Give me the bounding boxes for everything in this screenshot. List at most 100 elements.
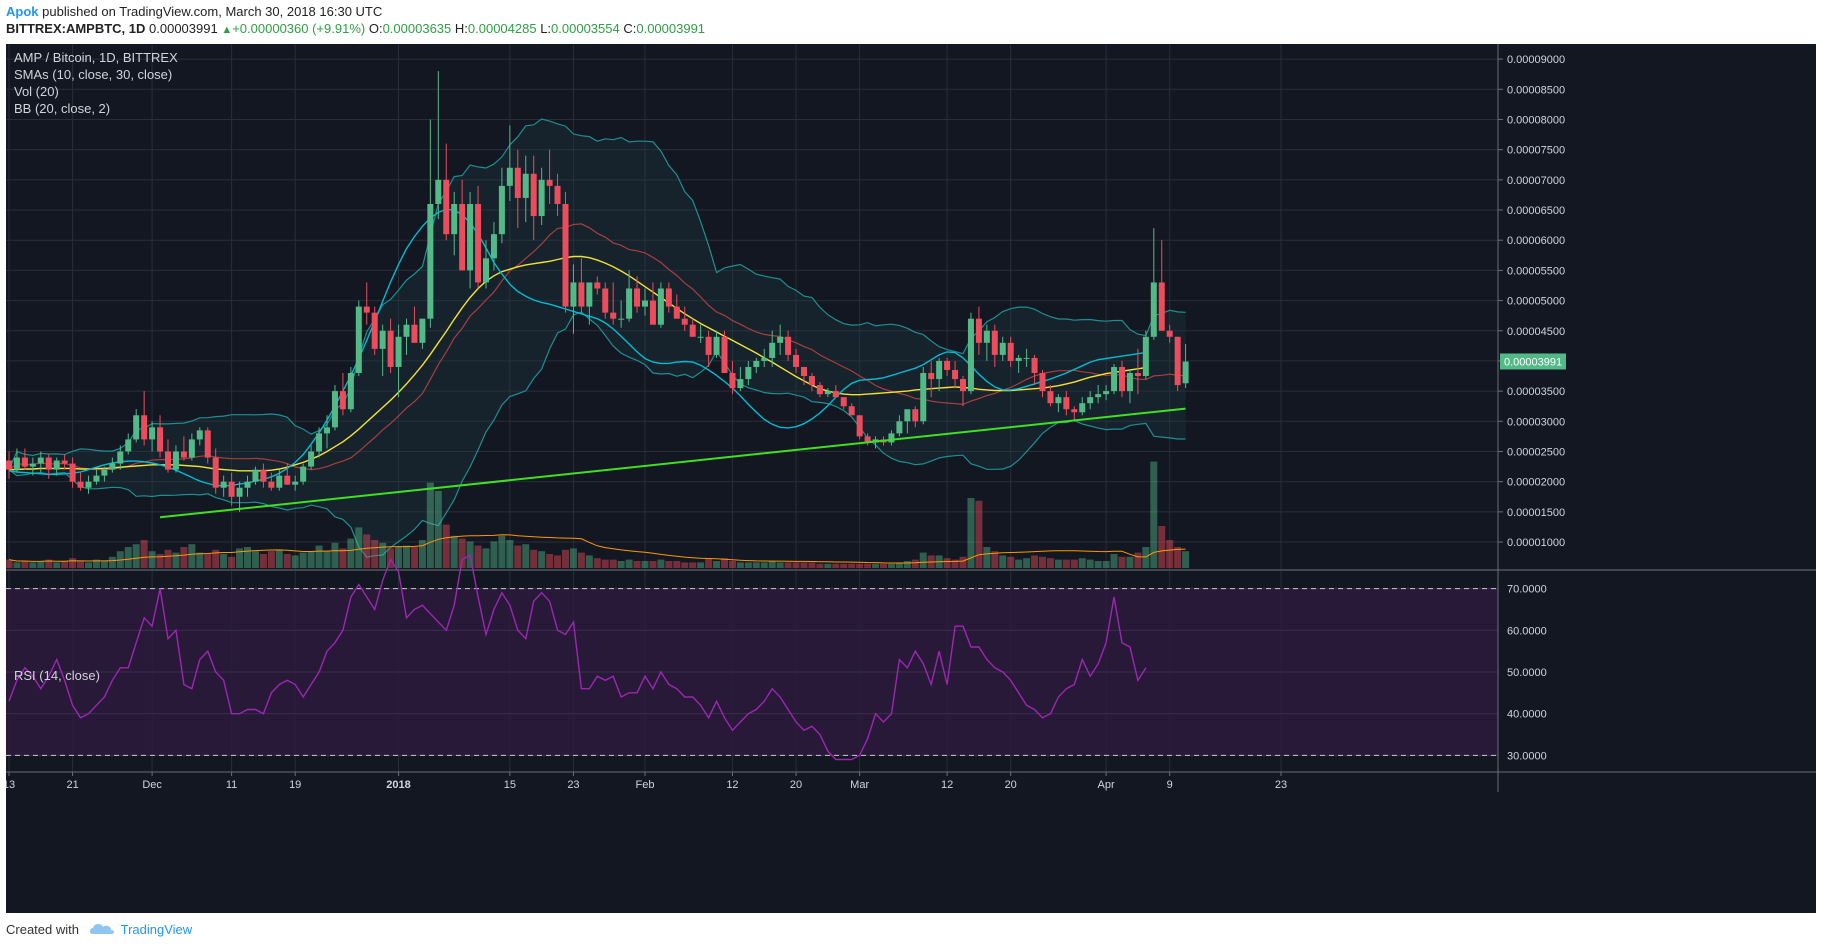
- price-chart-svg[interactable]: 0.00009000 0.00008500 0.00008000 0.00007500…: [3, 44, 1816, 913]
- candle: [1079, 397, 1086, 416]
- chart-area[interactable]: 0.00009000 0.00008500 0.00008000 0.00007500…: [3, 44, 1816, 913]
- candle: [1055, 394, 1062, 413]
- candle-body: [761, 357, 768, 361]
- support-trendline: [159, 407, 1186, 519]
- volume-bar: [77, 561, 85, 568]
- volume-bar: [498, 535, 506, 568]
- volume-bar: [991, 551, 999, 568]
- volume-bar: [45, 559, 53, 568]
- change-value: +0.00000360 (+9.91%): [232, 21, 366, 36]
- candle: [594, 276, 601, 295]
- tradingview-link[interactable]: TradingView: [120, 922, 193, 937]
- candle: [983, 324, 990, 361]
- candle: [904, 409, 911, 434]
- candle: [228, 472, 235, 506]
- candle-body: [483, 258, 489, 283]
- legend-sma[interactable]: SMAs (10, close, 30, close): [14, 67, 173, 82]
- candle: [85, 475, 92, 494]
- legend-rsi[interactable]: RSI (14, close): [14, 668, 100, 683]
- volume-bar: [943, 558, 951, 568]
- candle: [1087, 391, 1094, 410]
- volume-bar: [569, 548, 577, 568]
- candle-body: [554, 185, 561, 204]
- volume-bar: [339, 548, 347, 568]
- candle-body: [570, 282, 577, 307]
- candle-body: [530, 173, 537, 217]
- rsi-tick-label: 30.0000: [1507, 750, 1547, 762]
- volume-bar: [705, 558, 713, 568]
- candle-body: [1047, 391, 1054, 404]
- candle: [1095, 385, 1102, 404]
- sma30-line: [9, 255, 1147, 472]
- volume-bar: [482, 548, 490, 568]
- volume-bar: [1031, 555, 1039, 568]
- candle-body: [21, 457, 28, 467]
- time-tick-label: 19: [289, 779, 301, 791]
- bb-upper: [8, 118, 1186, 470]
- candle: [538, 167, 545, 226]
- volume-bar: [1054, 559, 1062, 568]
- candle: [1007, 336, 1014, 367]
- candle: [316, 427, 323, 458]
- candle: [371, 306, 378, 355]
- candle: [109, 457, 116, 473]
- volume-bar: [744, 562, 752, 568]
- candle: [93, 469, 100, 485]
- candle: [642, 288, 648, 316]
- volume-bar: [649, 561, 657, 568]
- candle: [816, 382, 823, 398]
- legend-vol[interactable]: Vol (20): [14, 84, 59, 99]
- volume-bar: [363, 534, 371, 568]
- candle: [443, 143, 450, 241]
- candle-body: [180, 451, 187, 458]
- candle: [848, 403, 855, 416]
- candle-body: [1103, 391, 1110, 395]
- legend-bb[interactable]: BB (20, close, 2): [14, 101, 111, 116]
- volume-bar: [212, 549, 220, 568]
- time-tick-label: 20: [1005, 779, 1017, 791]
- candle-body: [642, 300, 648, 307]
- volume-bar: [403, 545, 410, 568]
- candle: [562, 191, 569, 313]
- volume-bar: [124, 547, 132, 568]
- candle-body: [109, 463, 116, 470]
- volume-bar: [832, 563, 840, 568]
- time-tick-label: 2018: [386, 779, 410, 791]
- author-name[interactable]: Apok: [6, 4, 39, 19]
- candle: [610, 282, 617, 325]
- candle: [808, 373, 815, 392]
- candle-body: [697, 336, 704, 338]
- candle-body: [681, 318, 688, 325]
- candle-body: [459, 203, 466, 271]
- candle-body: [69, 463, 76, 482]
- candle-body: [419, 318, 426, 343]
- candle: [1182, 344, 1189, 389]
- volume-bar: [196, 552, 204, 568]
- candle: [602, 282, 609, 319]
- volume-bar: [283, 554, 291, 568]
- candle: [944, 357, 951, 377]
- price-tick-label: 0.00002000: [1507, 477, 1565, 489]
- candle-body: [991, 330, 998, 355]
- candle: [451, 191, 458, 256]
- candle-body: [538, 179, 545, 217]
- candle: [339, 373, 346, 416]
- candle: [475, 185, 482, 289]
- candle: [459, 179, 466, 271]
- candle-body: [983, 330, 990, 343]
- candle-body: [284, 475, 291, 485]
- publish-header: Apok published on TradingView.com, March…: [0, 0, 1822, 44]
- candle: [1039, 369, 1046, 398]
- candle-body: [77, 481, 84, 488]
- volume-bar: [13, 562, 21, 568]
- candle: [149, 421, 156, 452]
- volume-bar: [864, 563, 872, 568]
- volume-bar: [156, 554, 164, 568]
- volume-bar: [1174, 547, 1182, 568]
- volume-bar: [776, 562, 784, 568]
- candle: [212, 448, 219, 494]
- volume-bar: [887, 563, 895, 568]
- candle-body: [1007, 342, 1014, 361]
- legend-title[interactable]: AMP / Bitcoin, 1D, BITTREX: [14, 50, 178, 65]
- candle: [331, 385, 338, 431]
